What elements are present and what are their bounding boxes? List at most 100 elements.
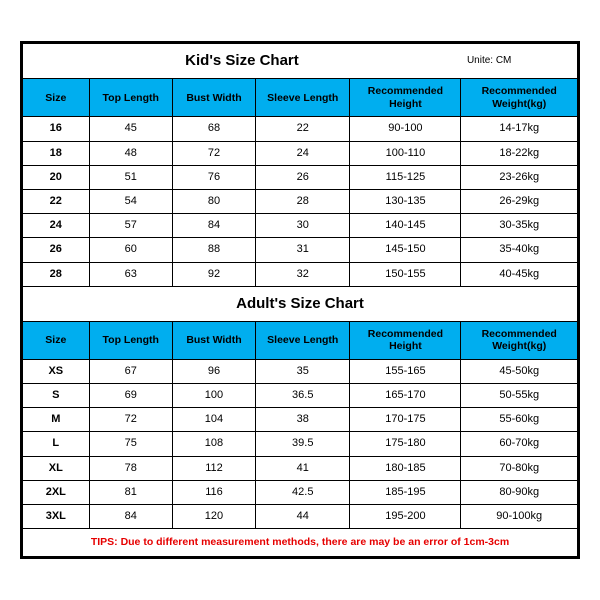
col-height: Recommended Height: [350, 79, 461, 117]
cell-size: 16: [23, 117, 90, 141]
cell: 42.5: [256, 480, 350, 504]
cell: 84: [89, 505, 172, 529]
table-row: L 75 108 39.5 175-180 60-70kg: [23, 432, 578, 456]
cell: 36.5: [256, 384, 350, 408]
table-row: 2XL 81 116 42.5 185-195 80-90kg: [23, 480, 578, 504]
cell-size: S: [23, 384, 90, 408]
tips-text: TIPS: Due to different measurement metho…: [23, 529, 578, 557]
cell: 84: [172, 214, 255, 238]
cell: 63: [89, 262, 172, 286]
cell: 165-170: [350, 384, 461, 408]
col-top: Top Length: [89, 321, 172, 359]
cell: 112: [172, 456, 255, 480]
cell: 78: [89, 456, 172, 480]
col-weight: Recommended Weight(kg): [461, 321, 578, 359]
cell: 115-125: [350, 165, 461, 189]
cell-size: 22: [23, 189, 90, 213]
cell: 80-90kg: [461, 480, 578, 504]
cell: 18-22kg: [461, 141, 578, 165]
cell: 50-55kg: [461, 384, 578, 408]
cell: 70-80kg: [461, 456, 578, 480]
cell-size: L: [23, 432, 90, 456]
table-row: 18 48 72 24 100-110 18-22kg: [23, 141, 578, 165]
cell: 44: [256, 505, 350, 529]
cell: 38: [256, 408, 350, 432]
cell: 41: [256, 456, 350, 480]
cell: 170-175: [350, 408, 461, 432]
col-size: Size: [23, 79, 90, 117]
cell-size: 26: [23, 238, 90, 262]
cell: 72: [172, 141, 255, 165]
col-sleeve: Sleeve Length: [256, 321, 350, 359]
cell: 51: [89, 165, 172, 189]
col-size: Size: [23, 321, 90, 359]
cell-size: 3XL: [23, 505, 90, 529]
table-row: 20 51 76 26 115-125 23-26kg: [23, 165, 578, 189]
cell: 60-70kg: [461, 432, 578, 456]
cell: 23-26kg: [461, 165, 578, 189]
cell: 88: [172, 238, 255, 262]
table-row: S 69 100 36.5 165-170 50-55kg: [23, 384, 578, 408]
cell: 185-195: [350, 480, 461, 504]
cell: 96: [172, 359, 255, 383]
cell: 54: [89, 189, 172, 213]
table-row: 28 63 92 32 150-155 40-45kg: [23, 262, 578, 286]
cell: 40-45kg: [461, 262, 578, 286]
cell: 75: [89, 432, 172, 456]
cell: 80: [172, 189, 255, 213]
cell: 28: [256, 189, 350, 213]
cell: 155-165: [350, 359, 461, 383]
cell: 81: [89, 480, 172, 504]
cell: 60: [89, 238, 172, 262]
cell: 69: [89, 384, 172, 408]
cell: 150-155: [350, 262, 461, 286]
cell: 30: [256, 214, 350, 238]
cell: 72: [89, 408, 172, 432]
cell: 67: [89, 359, 172, 383]
cell: 90-100: [350, 117, 461, 141]
cell: 180-185: [350, 456, 461, 480]
cell: 108: [172, 432, 255, 456]
cell-size: 24: [23, 214, 90, 238]
cell: 68: [172, 117, 255, 141]
cell: 35: [256, 359, 350, 383]
cell: 130-135: [350, 189, 461, 213]
cell: 195-200: [350, 505, 461, 529]
cell: 26-29kg: [461, 189, 578, 213]
cell: 22: [256, 117, 350, 141]
cell-size: 28: [23, 262, 90, 286]
cell-size: 20: [23, 165, 90, 189]
size-table: Kid's Size Chart Unite: CM Size Top Leng…: [22, 43, 578, 557]
unite-label: Unite: CM: [461, 44, 578, 79]
col-bust: Bust Width: [172, 79, 255, 117]
cell: 30-35kg: [461, 214, 578, 238]
cell-size: M: [23, 408, 90, 432]
cell: 120: [172, 505, 255, 529]
col-top: Top Length: [89, 79, 172, 117]
kids-title-row: Kid's Size Chart Unite: CM: [23, 44, 578, 79]
table-row: 3XL 84 120 44 195-200 90-100kg: [23, 505, 578, 529]
cell: 24: [256, 141, 350, 165]
cell: 92: [172, 262, 255, 286]
cell: 104: [172, 408, 255, 432]
table-row: XL 78 112 41 180-185 70-80kg: [23, 456, 578, 480]
cell: 55-60kg: [461, 408, 578, 432]
cell: 57: [89, 214, 172, 238]
table-row: XS 67 96 35 155-165 45-50kg: [23, 359, 578, 383]
cell: 35-40kg: [461, 238, 578, 262]
kids-title: Kid's Size Chart: [23, 44, 461, 79]
col-weight: Recommended Weight(kg): [461, 79, 578, 117]
adults-title-row: Adult's Size Chart: [23, 286, 578, 321]
col-sleeve: Sleeve Length: [256, 79, 350, 117]
cell: 100: [172, 384, 255, 408]
table-row: 26 60 88 31 145-150 35-40kg: [23, 238, 578, 262]
cell-size: 2XL: [23, 480, 90, 504]
cell: 14-17kg: [461, 117, 578, 141]
table-row: 24 57 84 30 140-145 30-35kg: [23, 214, 578, 238]
adults-title: Adult's Size Chart: [23, 286, 578, 321]
cell: 100-110: [350, 141, 461, 165]
adults-header-row: Size Top Length Bust Width Sleeve Length…: [23, 321, 578, 359]
cell: 48: [89, 141, 172, 165]
cell: 175-180: [350, 432, 461, 456]
table-row: 22 54 80 28 130-135 26-29kg: [23, 189, 578, 213]
